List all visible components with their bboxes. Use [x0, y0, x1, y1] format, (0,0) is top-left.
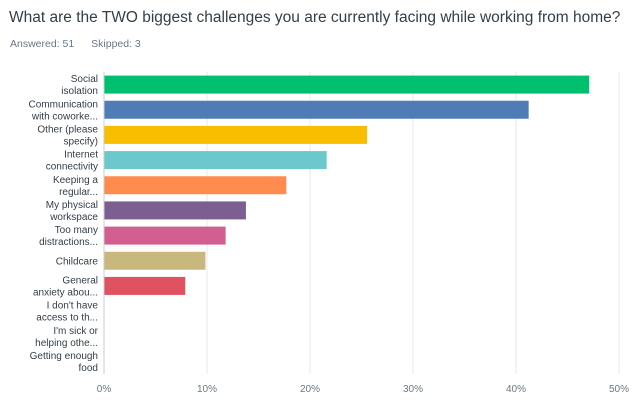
category-label: My physical workspace	[46, 200, 99, 223]
skipped-count: Skipped: 3	[91, 38, 141, 50]
x-tick-label: 40%	[506, 384, 526, 395]
category-label: Social isolation	[61, 74, 98, 97]
bar[interactable]	[104, 75, 590, 94]
category-label: Too many distractions...	[39, 225, 98, 248]
bar[interactable]	[104, 176, 287, 195]
bar[interactable]	[104, 226, 226, 245]
bar[interactable]	[104, 276, 186, 295]
x-tick-label: 50%	[609, 384, 629, 395]
question-title: What are the TWO biggest challenges you …	[9, 9, 621, 26]
bar[interactable]	[104, 100, 529, 119]
category-label: Other (please specify)	[37, 124, 98, 147]
category-label: General anxiety abou...	[33, 275, 98, 298]
category-label: I don't have access to th...	[36, 301, 98, 324]
bar[interactable]	[104, 201, 246, 220]
category-label: Getting enough food	[30, 351, 98, 374]
bar[interactable]	[104, 251, 206, 270]
response-stats: Answered: 51 Skipped: 3	[10, 38, 155, 50]
x-tick-label: 20%	[300, 384, 320, 395]
answered-count: Answered: 51	[10, 38, 75, 50]
bar[interactable]	[104, 125, 368, 144]
bar[interactable]	[104, 151, 327, 170]
x-tick-label: 30%	[403, 384, 423, 395]
category-label: Internet connectivity	[46, 150, 98, 173]
x-tick-label: 10%	[197, 384, 217, 395]
x-tick-label: 0%	[97, 384, 112, 395]
category-label: I'm sick or helping othe...	[35, 326, 98, 349]
category-label: Communication with coworke...	[29, 99, 98, 122]
category-label: Keeping a regular...	[53, 175, 98, 198]
category-label: Childcare	[56, 256, 99, 267]
